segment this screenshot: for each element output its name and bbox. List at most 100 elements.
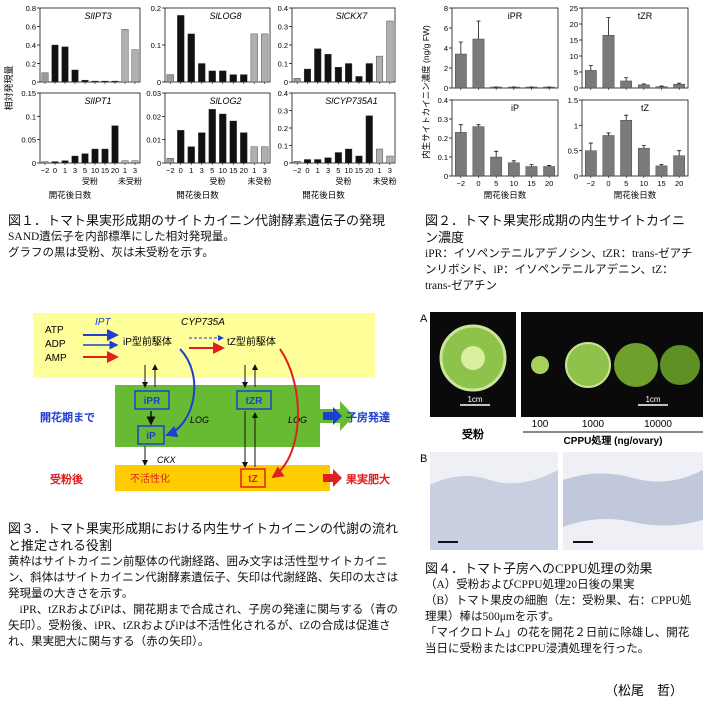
x-tick-label: 5 [210, 166, 214, 175]
caption-line: （A）受粉およびCPPU処理20日後の果実 [425, 579, 635, 591]
x-tick-label: 3 [326, 166, 330, 175]
fruit [565, 342, 611, 388]
x-tick-label: 20 [240, 166, 248, 175]
bar [376, 55, 384, 83]
x-tick-label: −2 [166, 166, 175, 175]
y-tick-label: 0.2 [438, 134, 448, 143]
error-bar [588, 65, 593, 71]
panel-title: tZR [638, 11, 653, 21]
x-tick-label: 10 [219, 166, 227, 175]
panel-title: iP [511, 103, 519, 113]
bar [41, 161, 49, 164]
bar [208, 70, 216, 83]
figure-1-charts: SlIPT3 0 0.2 0.4 0.6 0.8 SlLOG8 0 0.1 0.2 SlCKX7 0 0… [3, 4, 397, 200]
bar [121, 29, 129, 83]
bar [386, 155, 394, 164]
error-bar [659, 163, 664, 166]
x-tick-label: 0 [53, 166, 57, 175]
bar [111, 125, 119, 164]
caption-title: 図３．トマト果実形成期における内生サイトカイニンの代謝の流れと推定される役割 [8, 521, 399, 553]
nucleotides: ATP ADP AMP [45, 325, 67, 364]
bar [81, 153, 89, 164]
y-tick-label: 0.1 [438, 153, 448, 162]
x-tick-label: 1 [123, 166, 127, 175]
x-tick-label: 20 [111, 166, 119, 175]
bar [525, 166, 538, 177]
bar [673, 155, 686, 177]
y-tick-label: 0.2 [278, 41, 288, 50]
x-tick-label: 15 [657, 179, 665, 188]
y-tick-label: 25 [570, 4, 578, 13]
x-tick-label: −2 [41, 166, 50, 175]
x-tick-label: −2 [457, 179, 466, 188]
y-tick-label: 0.5 [568, 147, 578, 156]
bar [620, 120, 633, 177]
bar [187, 33, 195, 83]
bar [261, 146, 269, 164]
figure-2-caption: 図２．トマト果実形成期の内生サイトカイニン濃度 iPR：イソペンテニルアデノシン… [425, 212, 697, 294]
bar [543, 166, 556, 177]
group-label: 未受粉 [248, 176, 272, 186]
scale-label: 1cm [645, 395, 660, 404]
stage-label: 開花期まで [40, 410, 95, 424]
x-tick-label: 15 [527, 179, 535, 188]
bar [454, 132, 467, 177]
x-tick-label: 3 [200, 166, 204, 175]
y-tick-label: 0.2 [26, 60, 36, 69]
bar [198, 63, 206, 83]
error-bar [476, 124, 481, 127]
y-tick-label: 0.8 [26, 4, 36, 13]
y-tick-label: 0.15 [21, 89, 36, 98]
bar [166, 158, 174, 164]
bar [314, 159, 322, 164]
x-tick-label: 10 [510, 179, 518, 188]
y-tick-label: 0.1 [278, 60, 288, 69]
enzyme-label: CYP735A [181, 317, 225, 328]
x-tick-label: 5 [624, 179, 628, 188]
nucleotide: ATP [45, 325, 64, 336]
caption-line: iPR、tZRおよびiPは、開花期まで合成され、子房の発達に関与する（青の矢印）… [8, 604, 398, 648]
bar [250, 146, 258, 164]
x-tick-label: 3 [73, 166, 77, 175]
bar [584, 150, 597, 177]
group-label: 未受粉 [373, 176, 397, 186]
plot-frame [581, 99, 689, 177]
node: tZR [246, 396, 263, 407]
x-tick-label: −2 [293, 166, 302, 175]
bar [250, 33, 258, 83]
y-tick-label: 15 [570, 36, 578, 45]
error-bar [624, 77, 629, 81]
bar [472, 126, 485, 177]
x-axis-title: 開花後日数 [484, 190, 527, 200]
bar [51, 44, 59, 83]
panel-title: SlLOG8 [209, 11, 241, 21]
bar [365, 63, 373, 83]
bar [219, 113, 227, 164]
bar [472, 38, 485, 89]
bar [166, 74, 174, 83]
plot-frame [164, 92, 271, 164]
bar [121, 160, 129, 164]
bar [91, 148, 99, 164]
bar [314, 48, 322, 83]
figure-3-caption: 図３．トマト果実形成期における内生サイトカイニンの代謝の流れと推定される役割 黄… [8, 520, 408, 650]
bar [303, 68, 311, 83]
plot-frame [581, 7, 689, 89]
y-tick-label: 0 [444, 172, 448, 181]
error-bar [641, 145, 646, 149]
bar [324, 54, 332, 83]
caption-line: 黄枠はサイトカイニン前駆体の代謝経路、囲み文字は活性型サイトカイニン、斜体はサイ… [8, 556, 399, 600]
bar [386, 20, 394, 83]
x-tick-label: 15 [355, 166, 363, 175]
error-bar [606, 132, 611, 136]
nucleotide: AMP [45, 353, 67, 364]
bar [71, 69, 79, 83]
x-tick-label: 5 [336, 166, 340, 175]
bar [334, 152, 342, 164]
y-tick-label: 0 [284, 78, 288, 87]
fruit [660, 345, 700, 385]
bar [61, 160, 69, 164]
bar [293, 78, 301, 83]
bar [131, 49, 139, 83]
bar [345, 148, 353, 164]
